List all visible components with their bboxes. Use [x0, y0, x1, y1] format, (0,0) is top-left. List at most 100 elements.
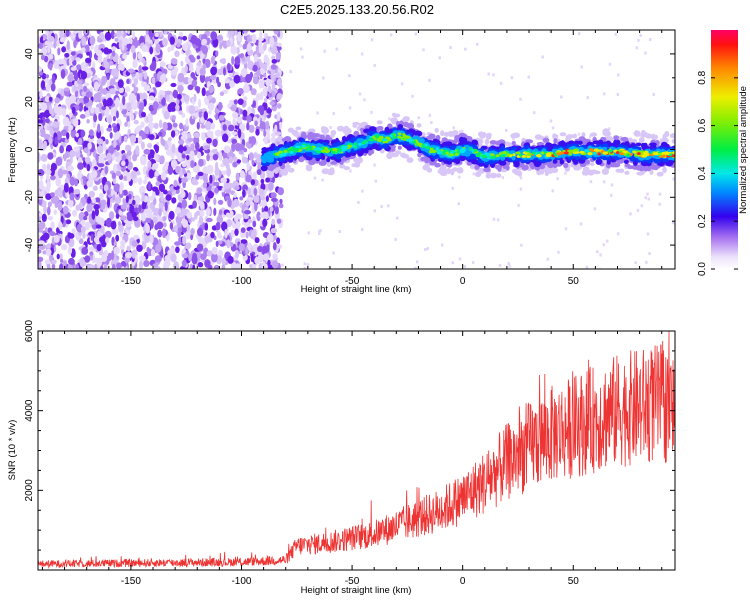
noise-speckle	[178, 31, 184, 37]
ridge-cell	[601, 168, 610, 175]
noise-speckle	[58, 230, 63, 235]
noise-speckle	[140, 141, 145, 150]
noise-speckle	[229, 80, 236, 88]
noise-speckle	[118, 210, 124, 216]
noise-speckle	[244, 210, 251, 215]
noise-speckle	[54, 136, 58, 145]
noise-speckle	[126, 78, 130, 84]
noise-speckle	[217, 199, 224, 205]
noise-speckle	[224, 78, 230, 84]
noise-speckle	[224, 228, 228, 239]
noise-speckle	[50, 175, 56, 181]
noise-speckle	[92, 185, 98, 191]
noise-speckle	[263, 97, 268, 103]
faint-speckle	[496, 218, 500, 222]
noise-speckle	[234, 228, 239, 236]
ridge-cell	[439, 168, 448, 174]
faint-speckle	[560, 95, 563, 99]
noise-speckle	[220, 177, 227, 184]
noise-speckle	[225, 212, 230, 218]
noise-speckle	[83, 30, 88, 35]
noise-speckle	[227, 30, 235, 37]
faint-speckle	[647, 197, 651, 201]
faint-speckle	[332, 112, 335, 116]
noise-speckle	[213, 197, 217, 206]
noise-speckle	[216, 35, 224, 41]
noise-speckle	[87, 142, 92, 150]
ridge-cell	[471, 159, 479, 165]
noise-speckle	[212, 138, 218, 148]
ridge-cell	[577, 140, 583, 145]
noise-speckle	[44, 227, 48, 233]
faint-speckle	[424, 248, 427, 251]
ridge-cell	[440, 130, 445, 137]
ridge-cell	[486, 132, 492, 138]
noise-speckle	[44, 169, 52, 175]
noise-speckle	[206, 154, 210, 162]
noise-speckle	[155, 189, 160, 196]
noise-speckle	[95, 106, 100, 115]
noise-speckle	[153, 122, 159, 129]
faint-speckle	[577, 132, 581, 136]
noise-speckle	[192, 200, 198, 209]
noise-speckle	[197, 171, 204, 177]
noise-speckle	[61, 46, 66, 53]
noise-speckle	[238, 31, 242, 37]
noise-speckle	[152, 197, 157, 206]
noise-speckle	[230, 229, 235, 238]
noise-speckle	[105, 236, 110, 244]
noise-speckle	[48, 53, 54, 60]
noise-speckle	[177, 139, 185, 145]
noise-speckle	[196, 86, 201, 94]
noise-speckle	[245, 174, 252, 183]
noise-speckle	[259, 107, 264, 116]
faint-speckle	[637, 38, 640, 42]
faint-speckle	[458, 175, 461, 179]
noise-speckle	[109, 88, 116, 95]
noise-speckle	[212, 38, 219, 48]
ridge-cell	[605, 131, 611, 137]
ridge-cell	[484, 138, 490, 145]
ridge-cell	[436, 163, 441, 167]
faint-speckle	[370, 110, 373, 114]
noise-speckle	[203, 111, 208, 121]
noise-speckle	[260, 196, 266, 201]
noise-speckle	[239, 53, 245, 58]
noise-speckle	[115, 97, 120, 106]
noise-speckle	[173, 179, 178, 187]
noise-speckle	[133, 78, 138, 86]
noise-speckle	[129, 134, 137, 144]
noise-speckle	[132, 199, 136, 206]
noise-speckle	[41, 116, 46, 126]
faint-speckle	[605, 239, 609, 243]
ridge-cell	[595, 158, 603, 165]
faint-speckle	[464, 47, 467, 51]
noise-speckle	[145, 30, 149, 35]
noise-speckle	[170, 159, 178, 169]
noise-speckle	[171, 143, 176, 154]
noise-speckle	[111, 46, 116, 51]
noise-speckle	[176, 42, 181, 48]
noise-speckle	[137, 177, 143, 185]
noise-speckle	[267, 259, 271, 267]
noise-speckle	[187, 84, 194, 91]
faint-speckle	[471, 261, 475, 265]
faint-speckle	[607, 127, 611, 131]
faint-speckle	[580, 65, 583, 69]
noise-speckle	[277, 187, 285, 196]
noise-speckle	[265, 195, 269, 202]
faint-speckle	[551, 126, 555, 130]
noise-speckle	[179, 122, 183, 130]
faint-speckle	[487, 72, 490, 76]
noise-speckle	[237, 98, 244, 105]
noise-speckle	[115, 156, 121, 163]
faint-speckle	[400, 82, 404, 86]
noise-speckle	[147, 142, 153, 149]
noise-speckle	[135, 145, 140, 155]
ridge-cell	[293, 130, 299, 137]
faint-speckle	[646, 192, 649, 196]
faint-speckle	[549, 119, 553, 123]
noise-speckle	[196, 121, 200, 130]
noise-speckle	[111, 50, 116, 57]
